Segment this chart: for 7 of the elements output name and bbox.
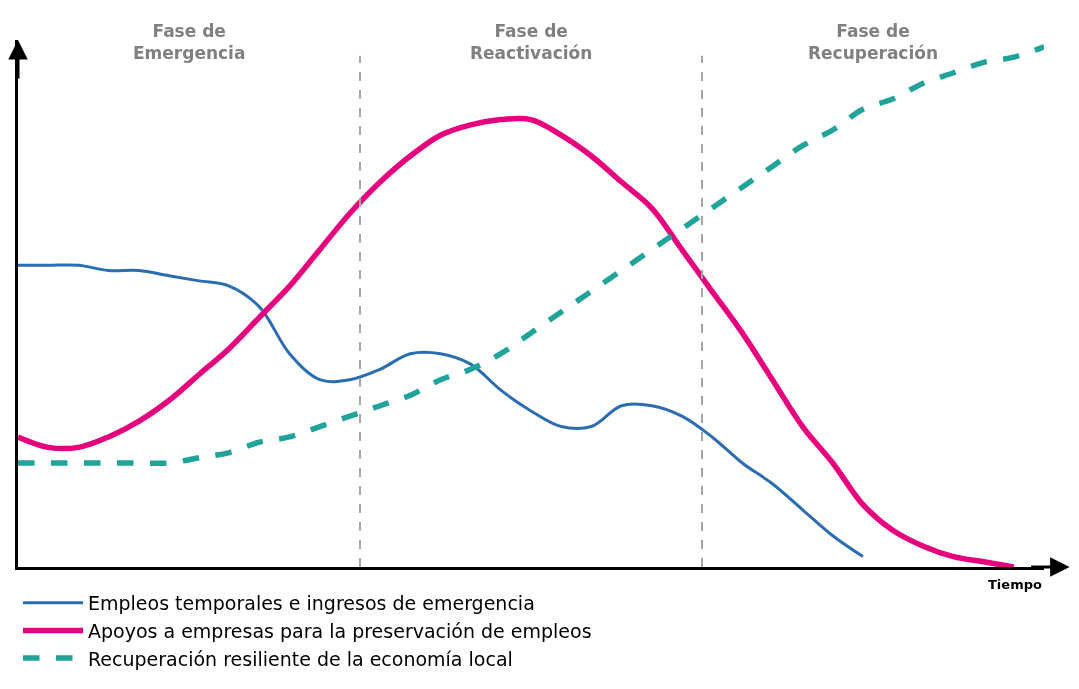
annotation: Fase de Reactivación [470,21,593,64]
annotation: Fase de Recuperación [808,21,939,64]
x-axis-title: Tiempo [988,577,1042,592]
annotation: Fase de Emergencia [133,21,246,64]
legend-label: Empleos temporales e ingresos de emergencia [88,592,535,615]
legend-label: Recuperación resiliente de la economía local [88,647,513,670]
legend-label: Apoyos a empresas para la preservación de empleos [88,619,592,642]
